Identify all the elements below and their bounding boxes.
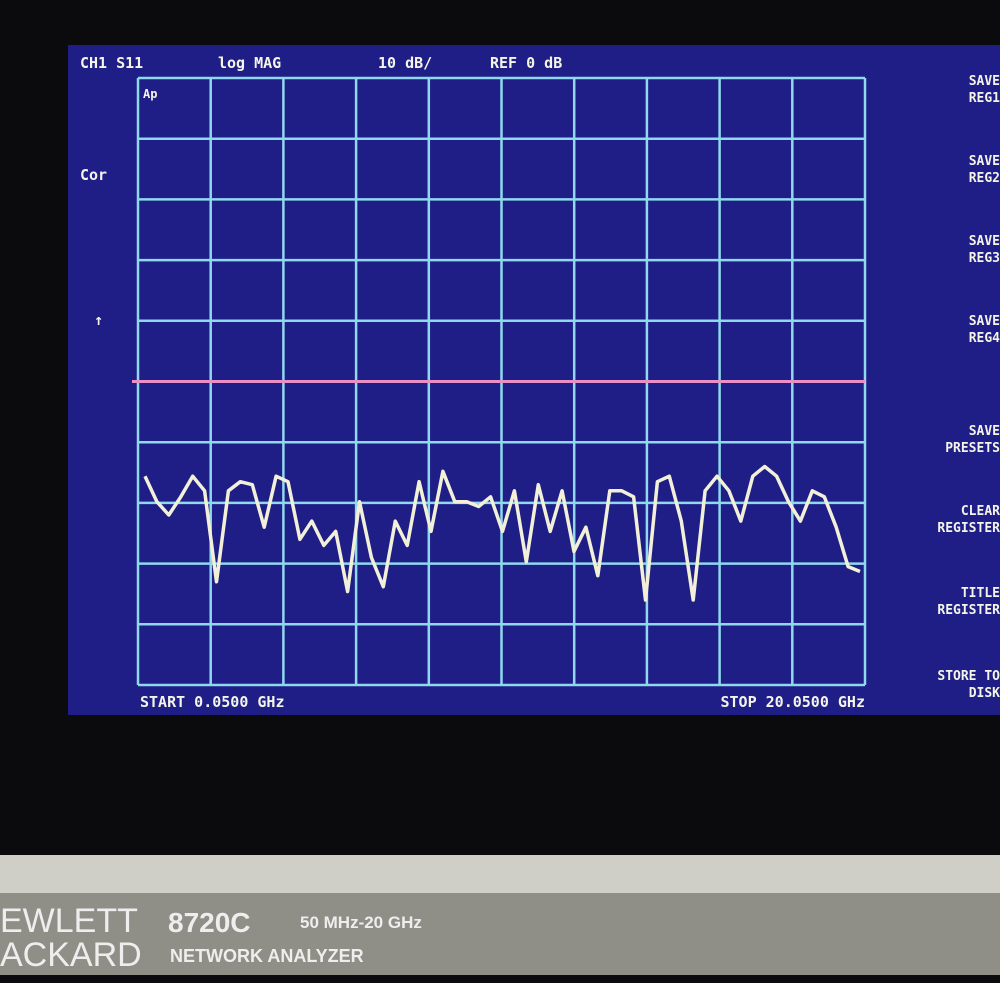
- brand: EWLETT: [0, 902, 138, 940]
- softkey-label: PRESETS: [945, 441, 1000, 456]
- bezel-panel: [0, 893, 1000, 975]
- softkey-label: CLEAR: [961, 504, 1000, 519]
- model: 8720C: [168, 907, 251, 938]
- softkey-label: DISK: [969, 686, 1000, 701]
- softkey-label: REGISTER: [937, 603, 1000, 618]
- stop-label: STOP 20.0500 GHz: [721, 693, 866, 711]
- brand: ACKARD: [0, 936, 142, 974]
- softkey-label: REG4: [969, 331, 1000, 346]
- scale: 10 dB/: [378, 54, 432, 72]
- product: NETWORK ANALYZER: [170, 946, 364, 966]
- side-label: Cor: [80, 166, 107, 184]
- bezel-strip: [0, 855, 1000, 895]
- softkey-label: REGISTER: [937, 521, 1000, 536]
- softkey-label: SAVE: [969, 154, 1000, 169]
- softkey-label: SAVE: [969, 424, 1000, 439]
- reference: REF 0 dB: [490, 54, 562, 72]
- softkey-label: REG1: [969, 91, 1000, 106]
- grid-label: Ap: [143, 87, 157, 101]
- softkey-label: SAVE: [969, 314, 1000, 329]
- softkey-label: TITLE: [961, 586, 1000, 601]
- softkey-label: STORE TO: [937, 669, 1000, 684]
- softkey-label: SAVE: [969, 234, 1000, 249]
- softkey-label: REG3: [969, 251, 1000, 266]
- softkey-label: REG2: [969, 171, 1000, 186]
- softkey-label: SAVE: [969, 74, 1000, 89]
- format: log MAG: [218, 54, 281, 72]
- page: CH1 S11 log MAG 10 dB/ REF 0 dB Cor ↑ Ap…: [0, 0, 1000, 983]
- photo: CH1 S11 log MAG 10 dB/ REF 0 dB Cor ↑ Ap…: [0, 0, 1000, 983]
- channel: CH1 S11: [80, 54, 143, 72]
- range: 50 MHz-20 GHz: [300, 913, 422, 932]
- side-label: ↑: [94, 311, 103, 329]
- start-label: START 0.0500 GHz: [140, 693, 285, 711]
